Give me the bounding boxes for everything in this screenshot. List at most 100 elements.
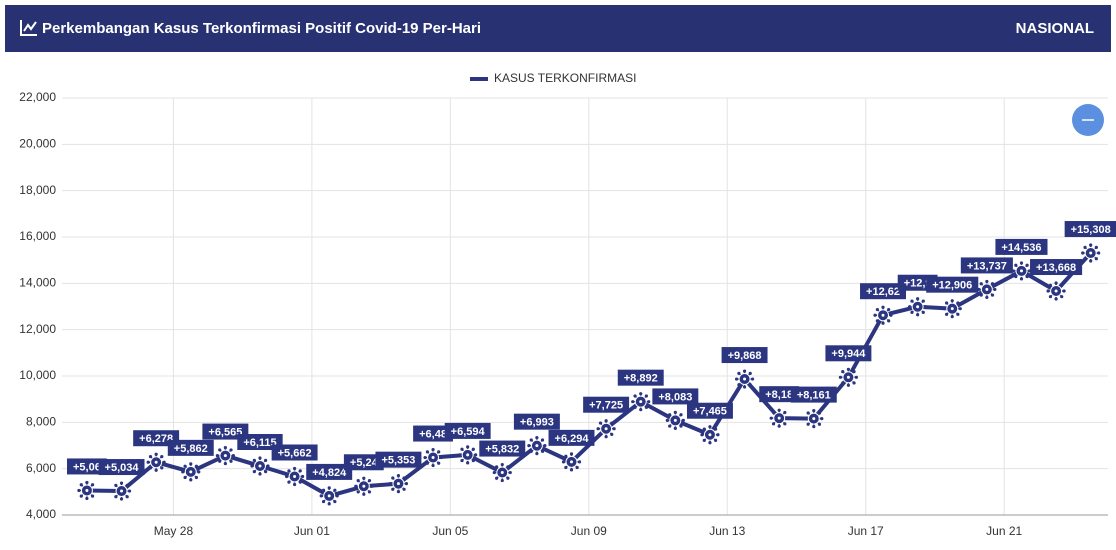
virus-marker <box>908 297 928 317</box>
marker-knob <box>564 465 568 470</box>
data-label-text: +13,668 <box>1036 262 1076 274</box>
data-label-box <box>652 388 699 405</box>
marker-knob <box>979 282 983 286</box>
virus-marker <box>700 425 720 445</box>
marker-dot <box>985 287 989 291</box>
marker-knob <box>223 461 227 466</box>
data-label-text: +14,536 <box>1001 242 1041 254</box>
data-label: +8,083 <box>652 388 699 405</box>
marker-knob <box>189 462 193 466</box>
y-tick-label: 10,000 <box>19 368 56 382</box>
marker-knob <box>777 424 781 428</box>
marker-knob <box>370 484 374 488</box>
data-label-box <box>548 429 595 446</box>
chart-icon <box>20 20 37 36</box>
x-tick-label: May 28 <box>154 524 194 538</box>
marker-knob <box>785 416 789 420</box>
marker-knob <box>287 469 291 473</box>
marker-knob <box>639 408 643 412</box>
data-label-box <box>306 463 353 480</box>
marker-knob <box>881 305 885 309</box>
data-label-text: +6,48 <box>419 428 447 440</box>
marker-knob <box>160 466 164 470</box>
y-tick-label: 14,000 <box>19 276 56 290</box>
marker-knob <box>598 421 603 425</box>
marker-knob <box>111 489 116 493</box>
data-label: +6,278 <box>133 430 180 447</box>
data-label-box <box>271 444 318 461</box>
virus-marker <box>250 456 270 476</box>
data-label-text: +9,944 <box>831 348 866 360</box>
marker-knob <box>889 313 893 317</box>
data-label-box <box>759 386 800 403</box>
marker-knob <box>644 405 648 409</box>
data-label: +13,668 <box>1030 259 1083 276</box>
data-label-text: +5,24 <box>350 457 379 469</box>
virus-marker <box>527 436 547 456</box>
marker-knob <box>679 413 683 417</box>
marker-knob <box>875 307 879 312</box>
marker-knob <box>916 297 920 301</box>
marker-knob <box>1062 289 1066 293</box>
marker-dot <box>327 494 331 498</box>
data-label: +5,353 <box>375 451 422 468</box>
marker-knob <box>956 312 960 316</box>
data-label-box <box>167 439 214 456</box>
marker-knob <box>610 432 614 436</box>
marker-knob <box>771 410 776 415</box>
marker-knob <box>748 371 752 376</box>
marker-dot <box>1089 251 1093 255</box>
data-label: +15,308 <box>1064 221 1116 238</box>
data-label-box <box>583 396 630 413</box>
data-label-box <box>721 347 768 364</box>
marker-dot <box>916 305 920 309</box>
marker-knob <box>388 482 393 486</box>
marker-knob <box>437 461 441 465</box>
marker-knob <box>335 494 339 498</box>
marker-knob <box>391 487 395 491</box>
virus-marker <box>1046 281 1066 301</box>
marker-knob <box>1014 274 1018 279</box>
marker-knob <box>679 424 683 428</box>
marker-knob <box>1054 281 1058 285</box>
virus-marker <box>111 481 132 501</box>
marker-knob <box>673 410 677 415</box>
marker-knob <box>1060 283 1064 287</box>
marker-knob <box>924 305 928 309</box>
marker-knob <box>79 494 83 498</box>
x-tick-label: Jun 05 <box>432 524 468 538</box>
marker-dot <box>154 460 158 464</box>
data-label-text: +6,565 <box>208 426 242 438</box>
marker-knob <box>1014 263 1018 267</box>
marker-knob <box>85 480 89 485</box>
marker-knob <box>183 464 187 468</box>
marker-knob <box>500 462 504 467</box>
marker-knob <box>1060 295 1064 299</box>
marker-dot <box>570 460 574 464</box>
marker-dot <box>223 454 227 458</box>
marker-knob <box>783 410 787 415</box>
data-label-text: +5,06 <box>73 461 101 473</box>
marker-knob <box>356 490 360 494</box>
marker-knob <box>229 459 233 463</box>
virus-marker <box>942 299 962 319</box>
data-label: +4,824 <box>306 463 353 480</box>
data-label-box <box>343 454 384 471</box>
marker-knob <box>958 307 962 311</box>
data-label: +13,737 <box>960 257 1013 274</box>
x-tick-label: Jun 01 <box>294 524 330 538</box>
data-label-text: +7,725 <box>589 400 623 412</box>
zoom-button[interactable] <box>1072 104 1104 136</box>
marker-knob <box>1089 243 1093 247</box>
marker-knob <box>910 299 914 303</box>
marker-knob <box>852 370 856 374</box>
data-label-text: +6,294 <box>555 433 590 445</box>
marker-knob <box>598 432 603 436</box>
data-label-box <box>375 451 422 468</box>
marker-knob <box>90 494 95 498</box>
marker-knob <box>1094 245 1098 249</box>
marker-knob <box>668 413 672 417</box>
data-label: +7,725 <box>583 396 630 413</box>
marker-dot <box>362 484 366 488</box>
marker-knob <box>817 422 822 426</box>
